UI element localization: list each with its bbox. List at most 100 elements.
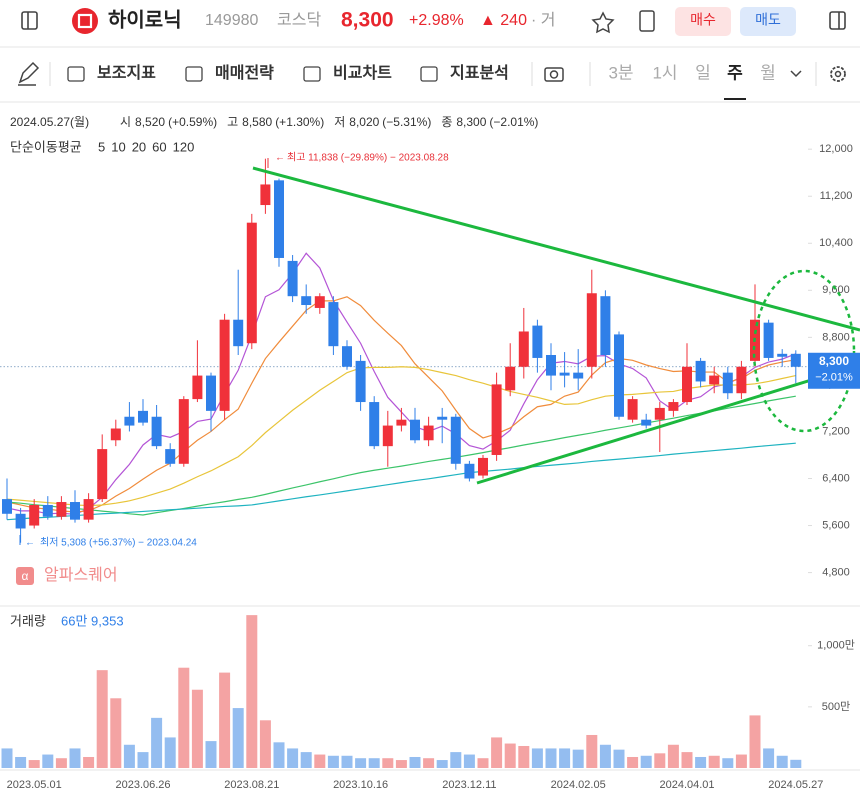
candle-body — [464, 463, 475, 479]
volume-bar — [749, 715, 761, 768]
candle-body — [573, 372, 584, 379]
volume-bar — [423, 758, 435, 768]
candle-body — [722, 372, 733, 394]
x-tick-label: 2024.04.01 — [659, 779, 714, 791]
y-tick-label: 5,600 — [822, 519, 850, 531]
volume-bar — [232, 708, 244, 768]
candle-body — [641, 419, 652, 426]
candle-body — [287, 260, 298, 297]
legend-entry: 5 — [98, 139, 105, 154]
candle-body — [151, 416, 162, 447]
info-value: 8,520 — [135, 115, 165, 129]
last-change: −2.01% — [815, 372, 853, 384]
candle-body — [423, 425, 434, 441]
candle-body — [586, 293, 597, 367]
volume-bar — [599, 744, 611, 768]
watermark-icon — [16, 567, 34, 585]
trendline[interactable] — [252, 166, 860, 332]
volume-bar — [83, 756, 95, 768]
candle-body — [478, 457, 488, 476]
candle-body — [668, 402, 679, 411]
buy-button[interactable] — [675, 7, 731, 36]
candle-body — [505, 366, 516, 391]
candle-body — [260, 184, 271, 206]
candle-body — [532, 325, 543, 358]
watermark-icon-glyph: α — [22, 569, 29, 583]
camera-lens — [549, 70, 559, 79]
toolbar-icon — [67, 66, 85, 82]
info-value: 8,020 — [349, 115, 379, 129]
y-tick-label: 9,600 — [822, 284, 850, 296]
candle-body — [83, 499, 94, 520]
volume-bar — [722, 758, 734, 768]
panel-icon[interactable] — [829, 11, 846, 30]
trendline[interactable] — [476, 363, 860, 485]
ma-label: 단순이동평균 — [10, 139, 82, 154]
volume-bar — [205, 741, 217, 768]
period-tab[interactable]: 3분 — [608, 63, 633, 82]
candle-body — [138, 410, 148, 423]
volume-bar — [341, 755, 353, 768]
volume-bar — [450, 752, 462, 768]
fade — [570, 0, 590, 44]
candle-body — [410, 419, 420, 441]
y-tick-label: 12,000 — [819, 143, 853, 155]
candle-body — [56, 502, 67, 517]
stock-code: 149980 — [205, 12, 258, 29]
period-tab[interactable]: 월 — [760, 63, 776, 82]
info-value: 8,300 — [456, 115, 486, 129]
volume-bar — [436, 760, 448, 768]
candle-body — [70, 502, 80, 520]
price: 8,300 — [341, 9, 394, 32]
plot: 4,8005,6006,4007,2008,0008,8009,60010,40… — [0, 143, 855, 791]
moving-average — [6, 442, 796, 521]
toolbar-item[interactable]: 지표분석 — [450, 64, 509, 82]
volume-bar — [531, 748, 543, 768]
info-date: 2024.05.27(월) — [10, 115, 89, 129]
candle-body — [328, 302, 339, 347]
candle-body — [709, 375, 720, 385]
period-tab[interactable]: 1시 — [652, 63, 677, 82]
sell-button[interactable] — [740, 7, 796, 36]
candle-body — [219, 319, 230, 411]
candle-body — [192, 375, 203, 400]
candle-body — [736, 366, 747, 394]
volume-bar — [178, 667, 190, 768]
more: · 거 — [531, 11, 556, 29]
legend-entry: 20 — [132, 139, 146, 154]
toolbar-item[interactable]: 비교차트 — [333, 64, 392, 82]
period-tab[interactable]: 주 — [727, 63, 743, 82]
last-price: 8,300 — [819, 354, 849, 368]
stock-name: 하이로닉 — [108, 8, 182, 31]
logo-mark — [77, 13, 93, 29]
sidebar-icon[interactable] — [21, 11, 38, 30]
y-tick-label: 7,200 — [822, 425, 850, 437]
candle-body — [246, 222, 257, 344]
settings-icon[interactable] — [830, 66, 846, 82]
candle-body — [790, 353, 801, 367]
volume-bar — [123, 744, 135, 768]
draw-icon[interactable] — [18, 61, 40, 86]
period-dropdown[interactable] — [790, 70, 802, 78]
favorite-icon[interactable] — [591, 11, 615, 34]
candle-body — [614, 334, 624, 417]
period-tab[interactable]: 일 — [695, 63, 711, 82]
toolbar-item[interactable]: 매매전략 — [215, 63, 274, 82]
volume-bar — [164, 737, 176, 768]
volume-bar — [613, 749, 625, 768]
moving-average — [6, 366, 796, 507]
x-tick-label: 2023.06.26 — [115, 779, 170, 791]
volume-bar — [314, 754, 326, 768]
candle-body — [682, 366, 692, 403]
y-tick-label: 8,800 — [822, 331, 850, 343]
volume-bar — [491, 737, 503, 768]
high-arrow: ← — [275, 153, 285, 164]
volume-bar — [763, 748, 775, 768]
toolbar-item[interactable]: 보조지표 — [97, 64, 156, 82]
candle-body — [546, 355, 556, 376]
candle-body — [15, 513, 26, 529]
highlight-ellipse[interactable] — [752, 269, 856, 433]
sell-label: 매도 — [755, 12, 781, 28]
camera-icon[interactable] — [544, 67, 564, 82]
memo-icon[interactable] — [639, 10, 655, 32]
